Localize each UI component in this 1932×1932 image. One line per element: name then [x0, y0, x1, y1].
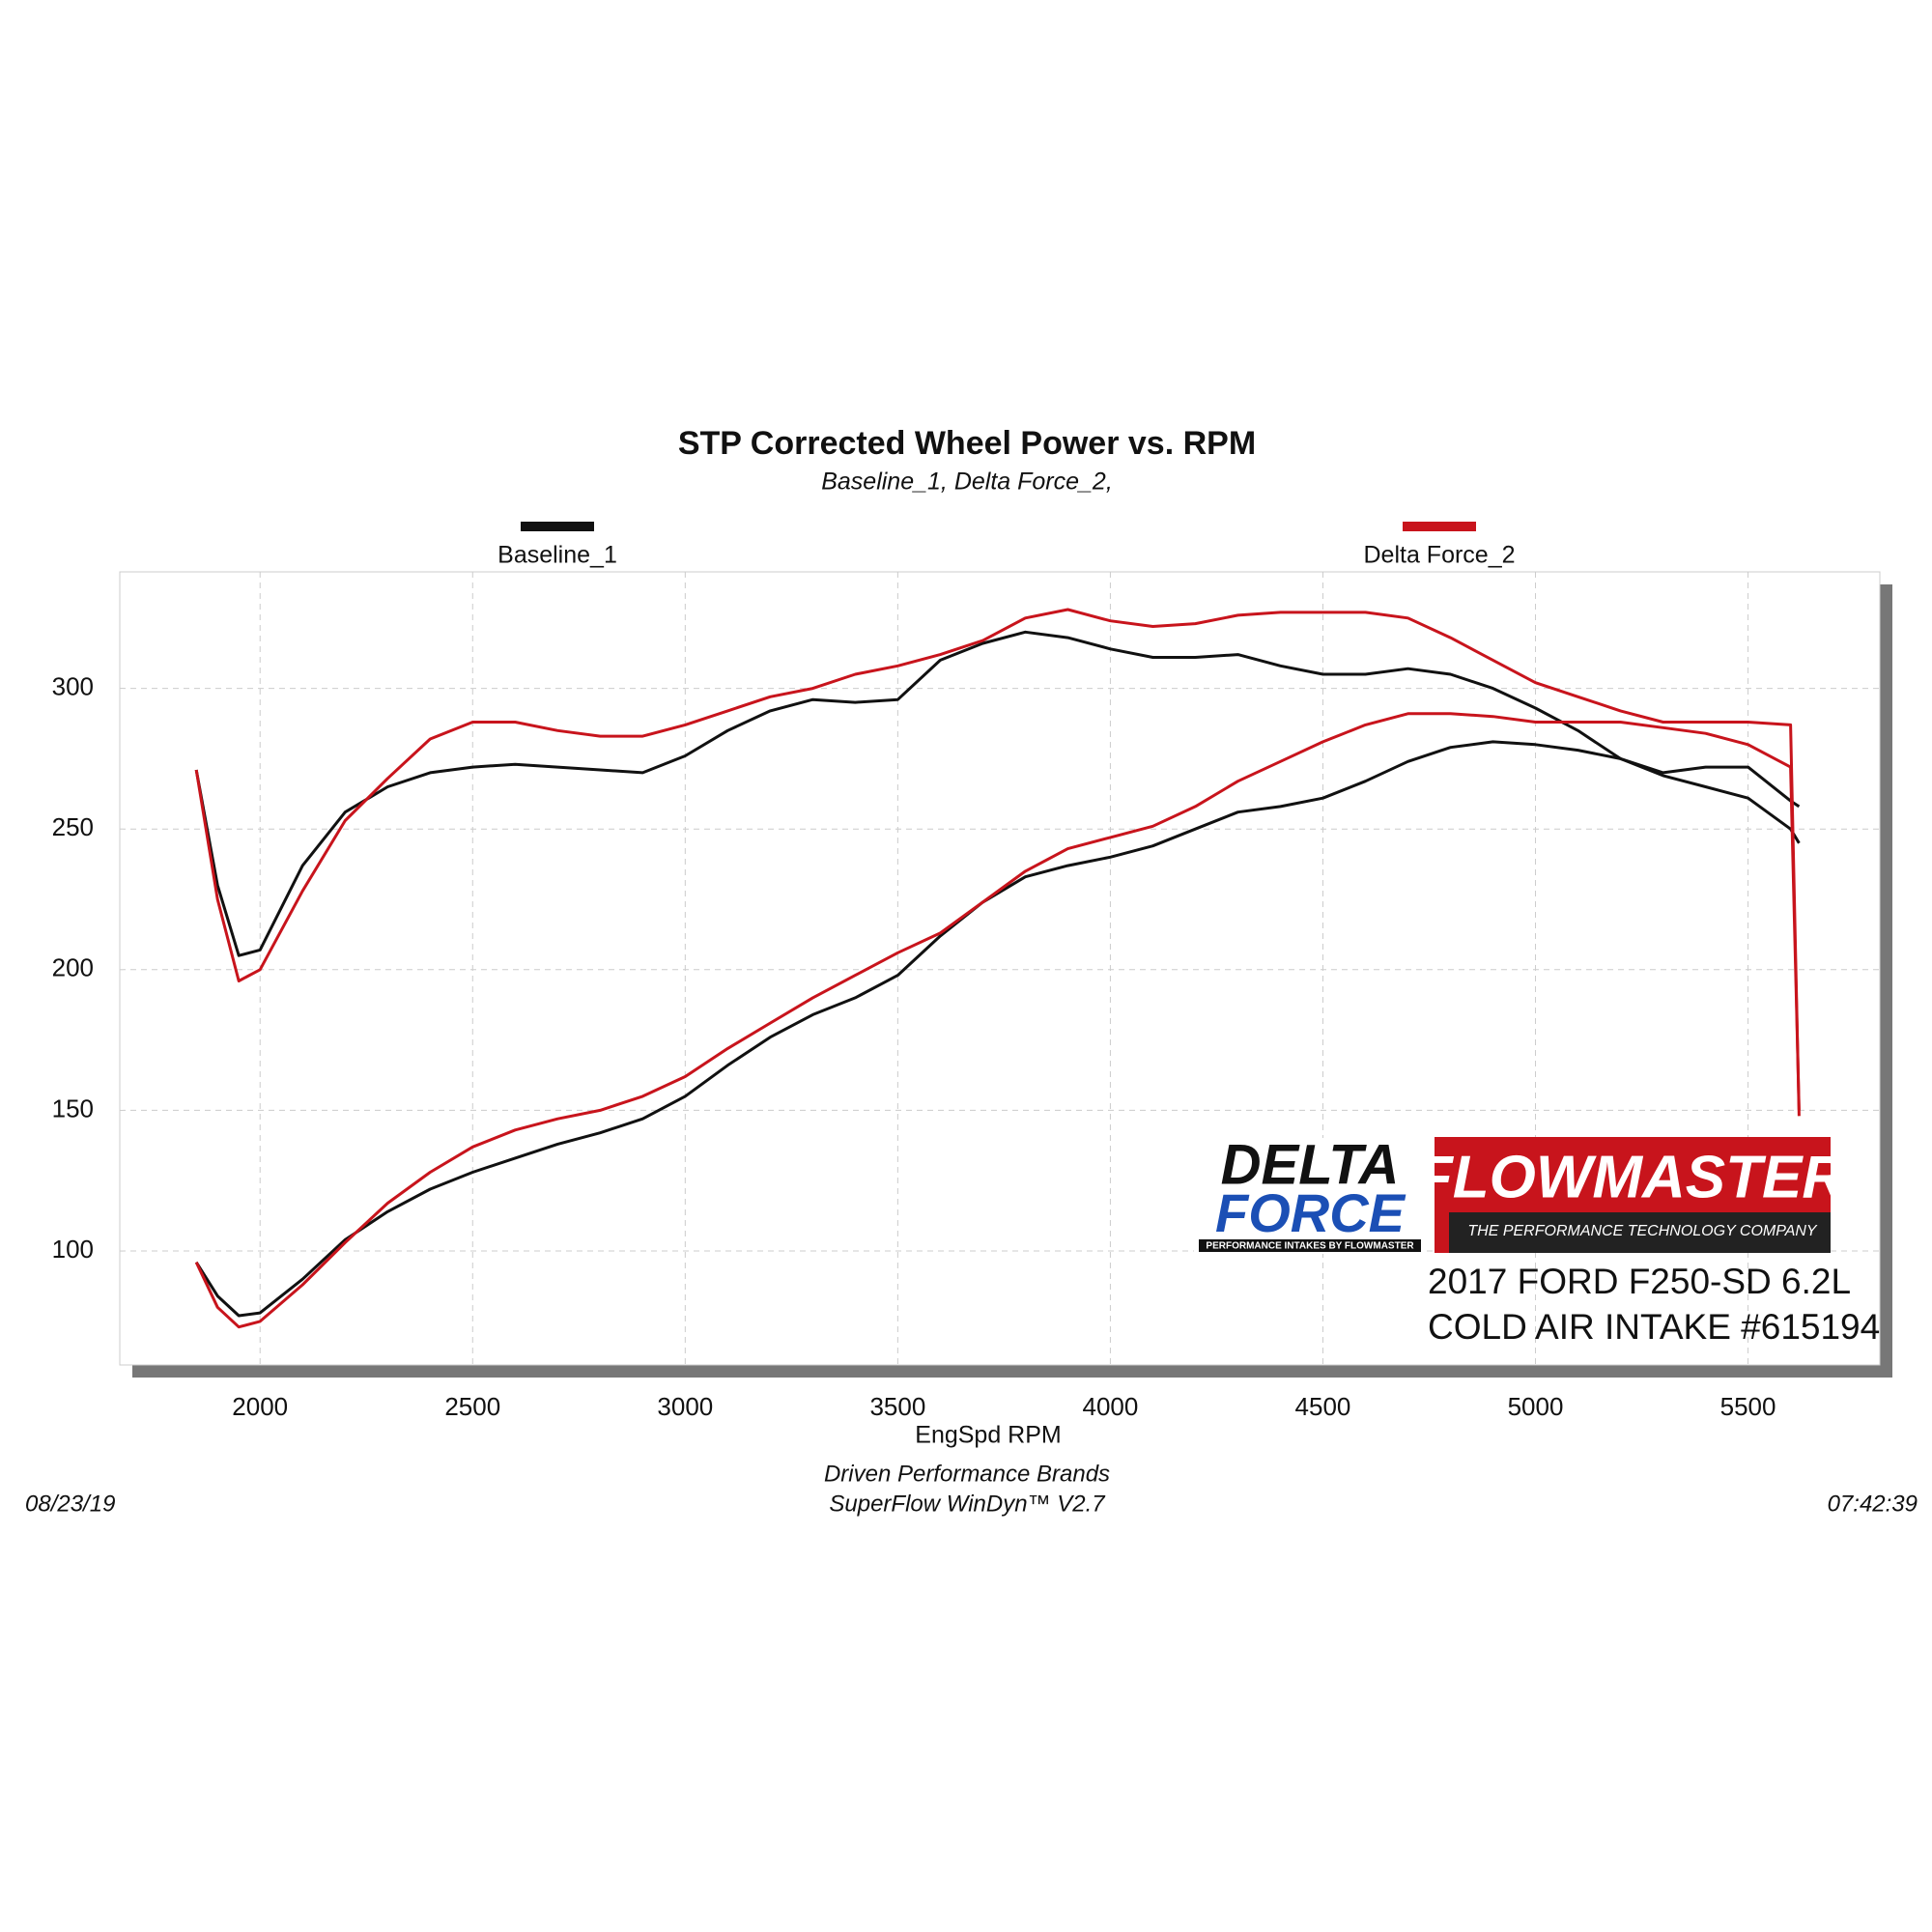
x-tick-label: 4500: [1295, 1392, 1351, 1421]
legend-label: Baseline_1: [497, 542, 617, 569]
annotation: 2017 FORD F250-SD 6.2L: [1428, 1262, 1851, 1301]
x-tick-label: 3500: [869, 1392, 925, 1421]
series-line: [194, 608, 1801, 1117]
logo-delta-force: DELTA FORCE PERFORMANCE INTAKES BY FLOWM…: [1194, 1133, 1426, 1254]
footer: Driven Performance Brands: [824, 1461, 1110, 1487]
y-tick-label: 100: [52, 1235, 94, 1264]
y-tick-label: 300: [52, 671, 94, 700]
y-tick-label: 200: [52, 953, 94, 982]
x-tick-label: 5000: [1508, 1392, 1564, 1421]
date: 08/23/19: [25, 1491, 115, 1517]
x-axis-title: EngSpd RPM: [915, 1422, 1061, 1449]
logo-bar: [1199, 1239, 1421, 1252]
time: 07:42:39: [1828, 1491, 1918, 1517]
x-tick-label: 2500: [444, 1392, 500, 1421]
logo-text: PERFORMANCE INTAKES BY FLOWMASTER: [1206, 1241, 1414, 1252]
series-group: [194, 608, 1801, 1329]
x-tick-label: 5500: [1720, 1392, 1776, 1421]
x-tick-label: 3000: [657, 1392, 713, 1421]
logo-text: DELTA: [1221, 1133, 1400, 1196]
annotation: COLD AIR INTAKE #615194: [1428, 1307, 1880, 1347]
x-tick-label: 2000: [232, 1392, 288, 1421]
footer: SuperFlow WinDyn™ V2.7: [829, 1491, 1106, 1517]
series-line: [194, 712, 1801, 1329]
chart-subtitle: Baseline_1, Delta Force_2,: [821, 469, 1113, 496]
logo-bg: [1194, 1138, 1426, 1254]
logo-text: FLOWMASTER: [1416, 1144, 1845, 1210]
x-tick-label: 4000: [1083, 1392, 1139, 1421]
legend-label: Delta Force_2: [1363, 542, 1515, 569]
logo-text: THE PERFORMANCE TECHNOLOGY COMPANY: [1467, 1223, 1818, 1239]
logo-flowmaster: FLOWMASTER THE PERFORMANCE TECHNOLOGY CO…: [1416, 1137, 1845, 1253]
y-tick-label: 250: [52, 812, 94, 841]
chart-title: STP Corrected Wheel Power vs. RPM: [678, 425, 1256, 462]
logo-bar: [1449, 1212, 1831, 1253]
series-line: [194, 630, 1801, 957]
y-tick-label: 150: [52, 1094, 94, 1122]
logo-text: FORCE: [1215, 1182, 1406, 1243]
